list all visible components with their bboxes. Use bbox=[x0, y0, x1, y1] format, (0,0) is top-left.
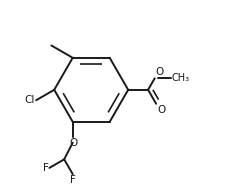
Text: F: F bbox=[70, 175, 75, 185]
Text: O: O bbox=[156, 105, 165, 115]
Text: CH₃: CH₃ bbox=[171, 73, 189, 83]
Text: F: F bbox=[42, 163, 48, 173]
Text: O: O bbox=[154, 67, 163, 77]
Text: O: O bbox=[69, 138, 77, 148]
Text: Cl: Cl bbox=[24, 95, 34, 105]
